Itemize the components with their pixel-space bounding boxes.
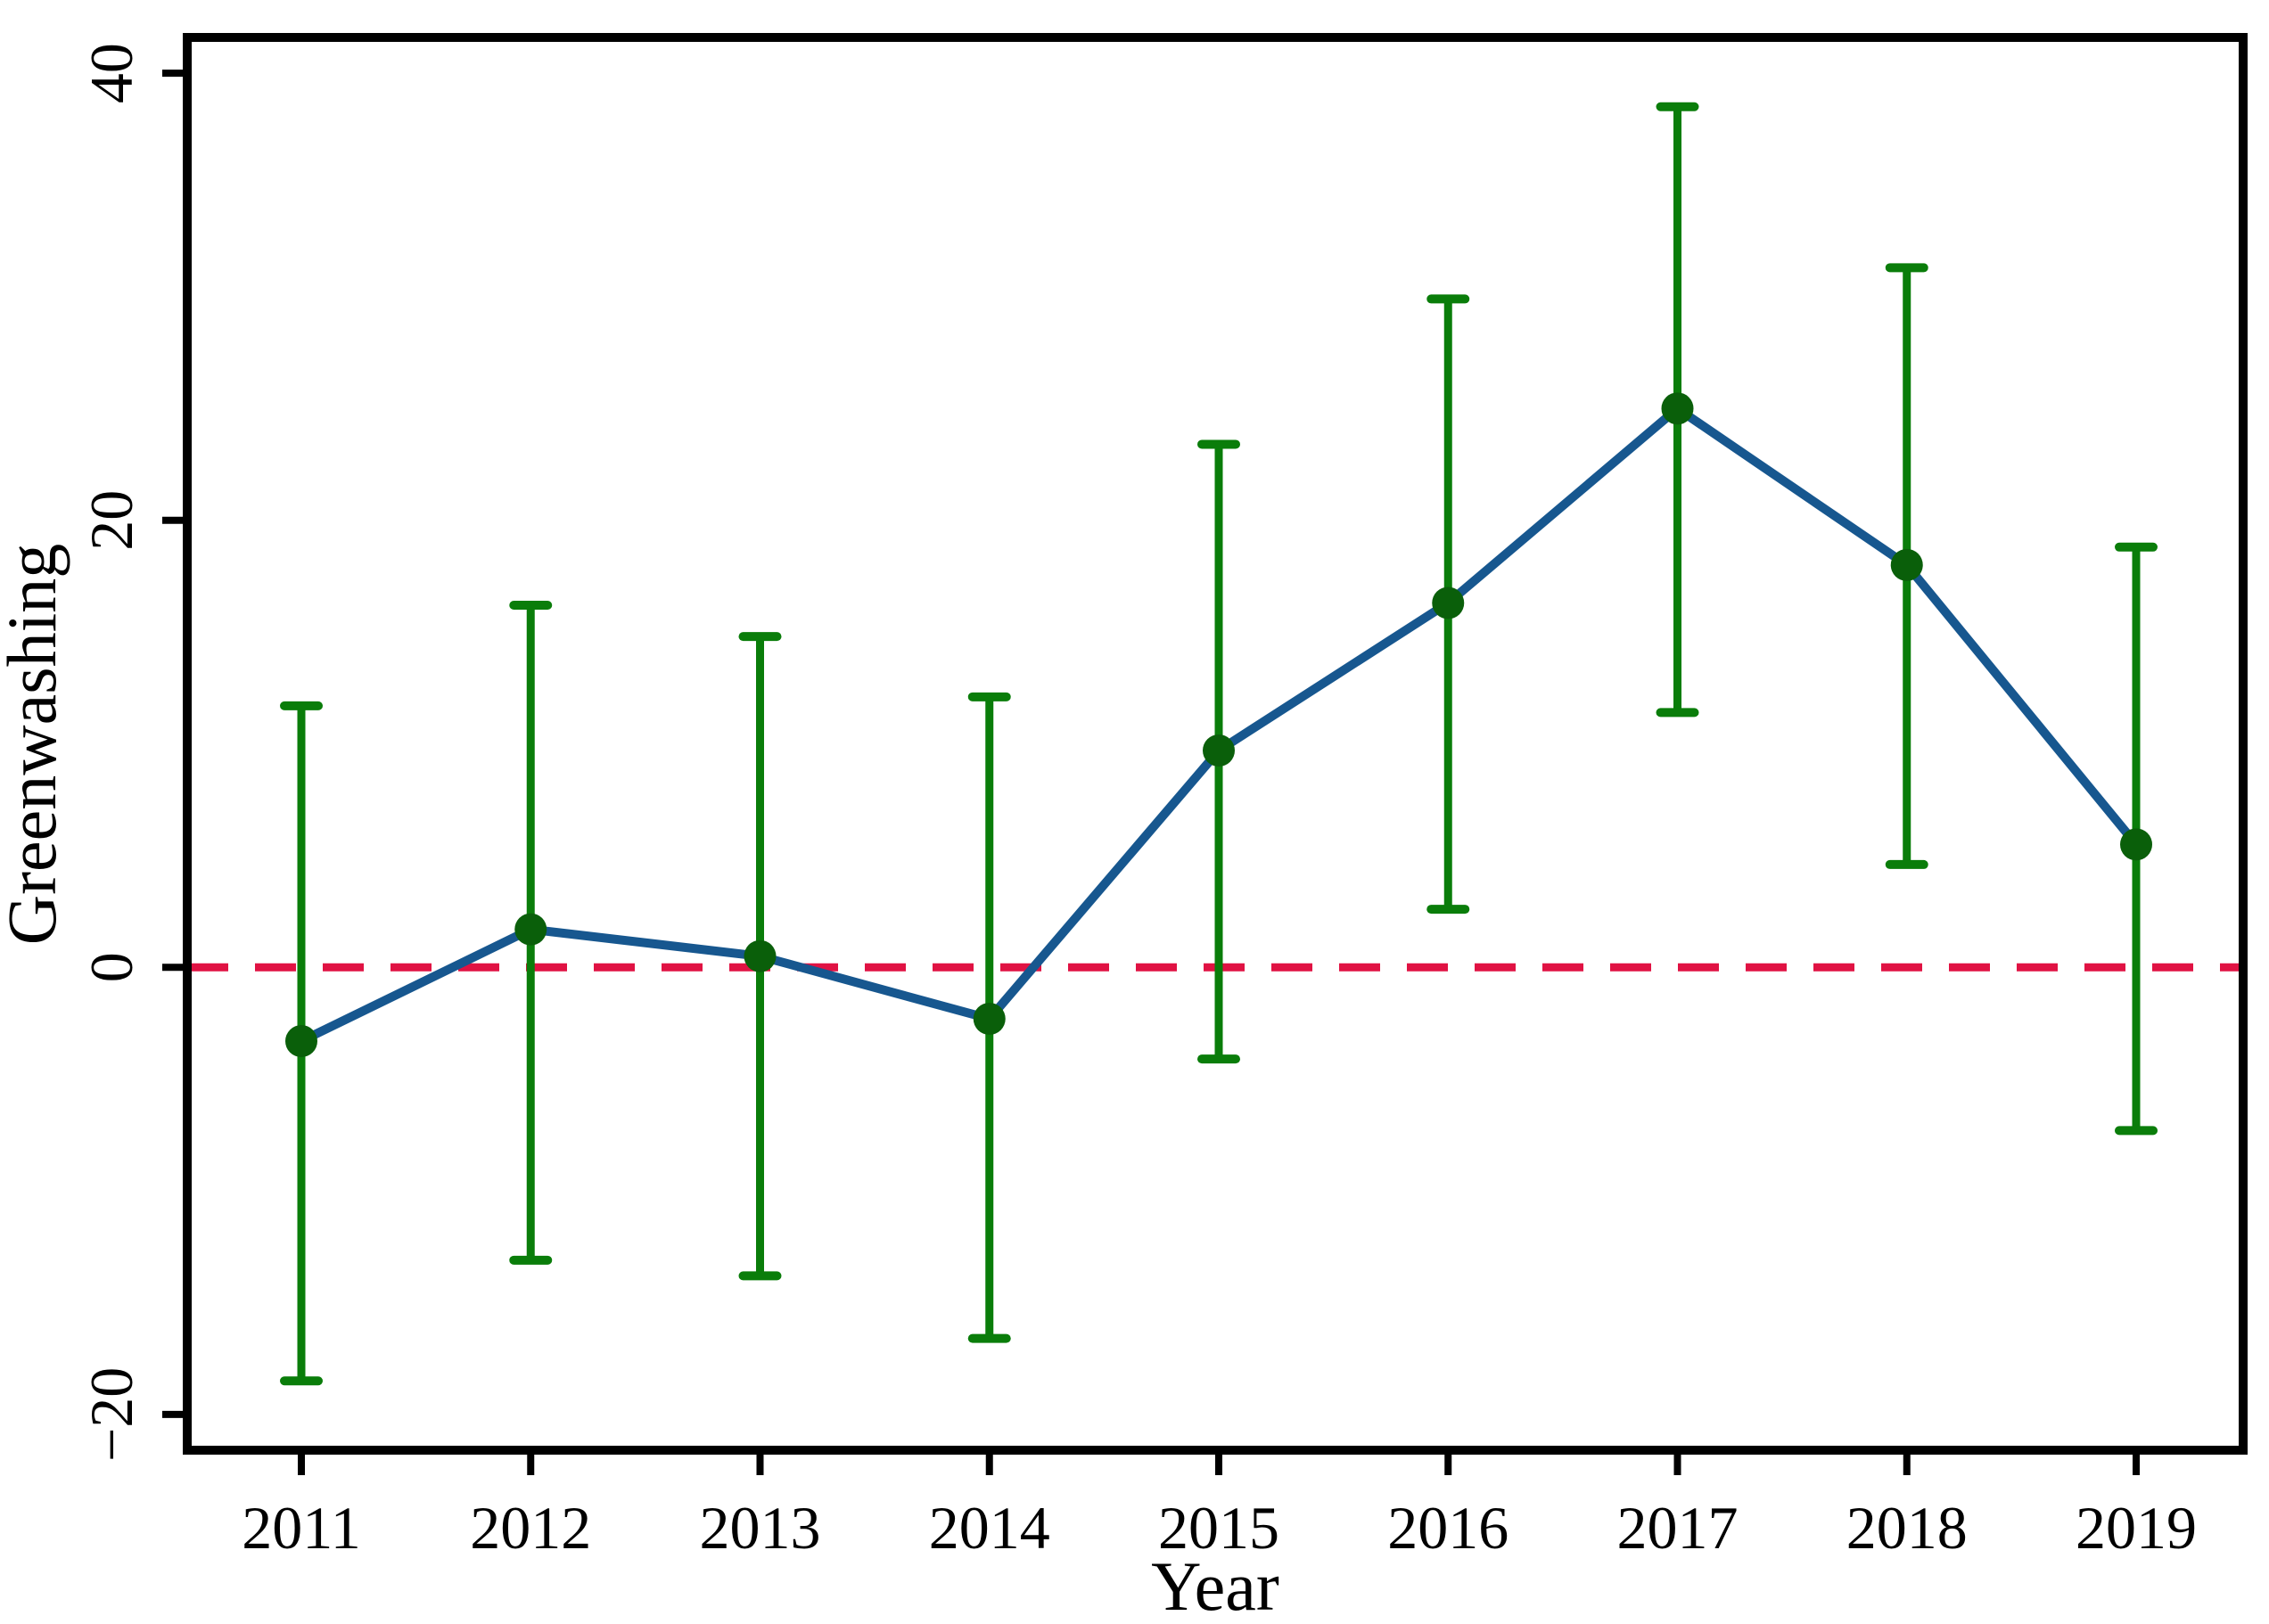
data-points [285, 392, 2152, 1058]
y-axis-title: Greenwashing [0, 544, 70, 946]
data-point-2019 [2120, 828, 2152, 861]
data-point-2017 [1661, 392, 1694, 425]
y-tick-label: 40 [78, 43, 145, 103]
data-point-2016 [1432, 586, 1465, 619]
x-tick-label: 2016 [1387, 1494, 1509, 1562]
x-axis-title: Year [1151, 1547, 1279, 1624]
y-tick-label: −20 [78, 1367, 145, 1462]
x-tick-label: 2019 [2076, 1494, 2197, 1562]
x-tick-label: 2018 [1846, 1494, 1968, 1562]
plot-area: −20 0 20 40 2011 2012 2013 2014 2015 2016 2017 2018… [78, 33, 2248, 1562]
x-tick-label: 2013 [700, 1494, 821, 1562]
x-axis-ticks: 2011 2012 2013 2014 2015 2016 2017 2018 2019 [242, 1450, 2197, 1562]
x-tick-label: 2011 [242, 1494, 360, 1562]
y-tick-label: 20 [78, 490, 145, 551]
data-point-2018 [1890, 548, 1923, 581]
x-tick-label: 2015 [1158, 1494, 1279, 1562]
data-point-2013 [744, 939, 777, 972]
y-axis-ticks: −20 0 20 40 [78, 43, 187, 1462]
x-tick-label: 2017 [1617, 1494, 1739, 1562]
data-point-2015 [1203, 734, 1235, 767]
x-tick-label: 2014 [929, 1494, 1050, 1562]
data-point-2012 [514, 913, 547, 946]
y-tick-label: 0 [78, 952, 145, 982]
data-point-2014 [973, 1002, 1006, 1035]
data-point-2011 [285, 1025, 317, 1058]
x-tick-label: 2012 [470, 1494, 591, 1562]
